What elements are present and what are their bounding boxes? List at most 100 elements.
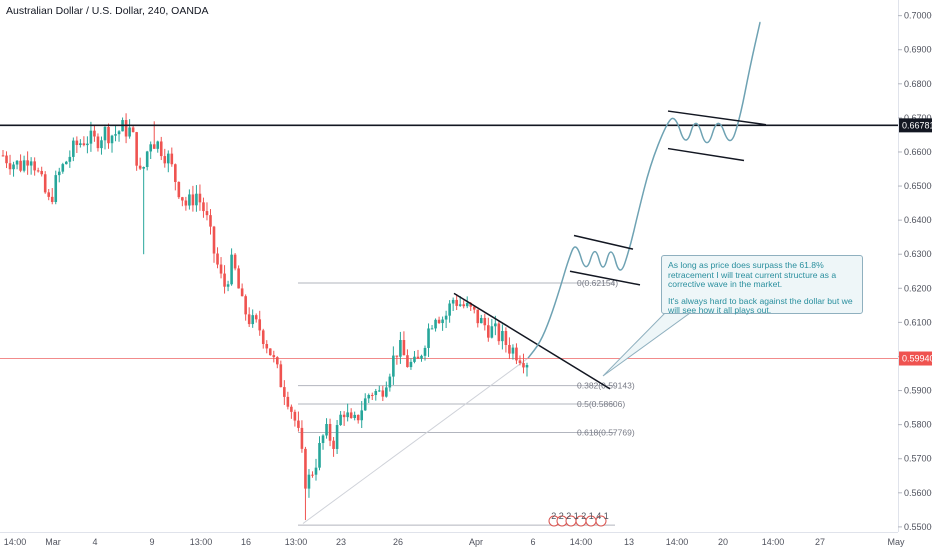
- candle-body: [311, 474, 314, 476]
- x-tick-label: 13: [624, 537, 634, 547]
- x-tick-label: Mar: [45, 537, 61, 547]
- candle-body: [346, 412, 349, 418]
- candle-body: [399, 340, 402, 357]
- fib-level-label: 0.5(0.58606): [577, 399, 625, 409]
- candle-body: [15, 160, 19, 165]
- candle-body: [448, 303, 451, 316]
- candle-body: [174, 164, 177, 182]
- event-flag-icon: [595, 515, 607, 527]
- candle-body: [304, 448, 307, 489]
- candle-body: [339, 414, 342, 426]
- candle-body: [170, 153, 174, 165]
- candle-body: [525, 365, 529, 368]
- candle-body: [230, 254, 233, 285]
- candle-body: [300, 427, 304, 449]
- x-tick-label: May: [887, 537, 905, 547]
- candle-body: [240, 288, 244, 297]
- current-price-label: 0.59940: [902, 354, 932, 364]
- candle-body: [100, 140, 103, 149]
- x-tick-label: Apr: [469, 537, 483, 547]
- candle-body: [12, 164, 15, 170]
- candle-body: [128, 127, 131, 137]
- candle-body: [332, 440, 335, 449]
- candle-body: [392, 355, 395, 377]
- candle-body: [290, 406, 293, 412]
- y-tick-label: 0.55000: [904, 522, 932, 532]
- candle-body: [342, 414, 346, 418]
- candle-body: [117, 131, 121, 135]
- candle-body: [487, 325, 490, 338]
- candle-body: [89, 130, 93, 144]
- candle-body: [181, 197, 184, 201]
- annotation-paragraph-1: As long as price does surpass the 61.8% …: [668, 260, 837, 290]
- candle-body: [36, 170, 40, 172]
- candle-body: [328, 424, 332, 441]
- candle-body: [93, 130, 96, 137]
- candle-body: [420, 355, 423, 359]
- candle-body: [54, 175, 58, 202]
- candle-body: [409, 361, 413, 368]
- candle-body: [416, 356, 420, 359]
- flag-channel-lower: [569, 270, 641, 286]
- candle-body: [430, 328, 434, 330]
- candle-body: [325, 424, 328, 436]
- candle-body: [272, 355, 276, 358]
- candle-body: [508, 344, 511, 354]
- candle-body: [479, 317, 483, 324]
- x-tick-label: 14:00: [4, 537, 27, 547]
- chart-title: Australian Dollar / U.S. Dollar, 240, OA…: [6, 5, 209, 17]
- resistance-price-tag: 0.66781: [899, 118, 932, 133]
- candle-body: [209, 215, 212, 227]
- event-markers-label: 2 2 2 1 2 1 4 1: [551, 511, 609, 521]
- candle-body: [504, 331, 508, 345]
- annotation-callout[interactable]: As long as price does surpass the 61.8% …: [661, 255, 863, 315]
- candle-body: [205, 211, 209, 216]
- candle-body: [522, 363, 525, 368]
- candle-body: [75, 140, 79, 146]
- candle-body: [142, 167, 145, 169]
- x-tick-label: 14:00: [570, 537, 593, 547]
- candle-body: [47, 192, 51, 197]
- callout-pointer: [602, 312, 692, 377]
- candle-body: [286, 396, 290, 407]
- candle-body: [244, 296, 247, 315]
- candle-body: [8, 163, 12, 170]
- candle-body: [441, 319, 444, 324]
- x-tick-label: 27: [815, 537, 825, 547]
- candle-body: [349, 412, 353, 418]
- candle-body: [258, 319, 262, 331]
- candle-body: [423, 347, 427, 356]
- candle-body: [152, 144, 156, 149]
- candle-body: [265, 344, 269, 349]
- fib-diagonal: [302, 357, 529, 524]
- candle-body: [107, 126, 110, 144]
- candle-body: [177, 181, 181, 198]
- candle-body: [462, 304, 465, 307]
- candle-body: [515, 347, 518, 361]
- candle-body: [135, 132, 138, 166]
- candle-body: [216, 253, 219, 265]
- candle-body: [377, 390, 381, 392]
- candle-body: [145, 151, 149, 168]
- candle-body: [476, 309, 480, 324]
- candle-body: [124, 120, 128, 137]
- candle-body: [219, 264, 223, 274]
- candle-body: [22, 160, 26, 171]
- x-tick-label: 13:00: [285, 537, 308, 547]
- candle-body: [96, 136, 100, 149]
- flag-channel-upper: [573, 234, 634, 250]
- candle-body: [469, 303, 473, 307]
- candle-body: [406, 355, 409, 368]
- candle-body: [413, 356, 416, 362]
- x-tick-label: 4: [92, 537, 97, 547]
- candle-body: [251, 315, 254, 325]
- candle-body: [86, 143, 89, 146]
